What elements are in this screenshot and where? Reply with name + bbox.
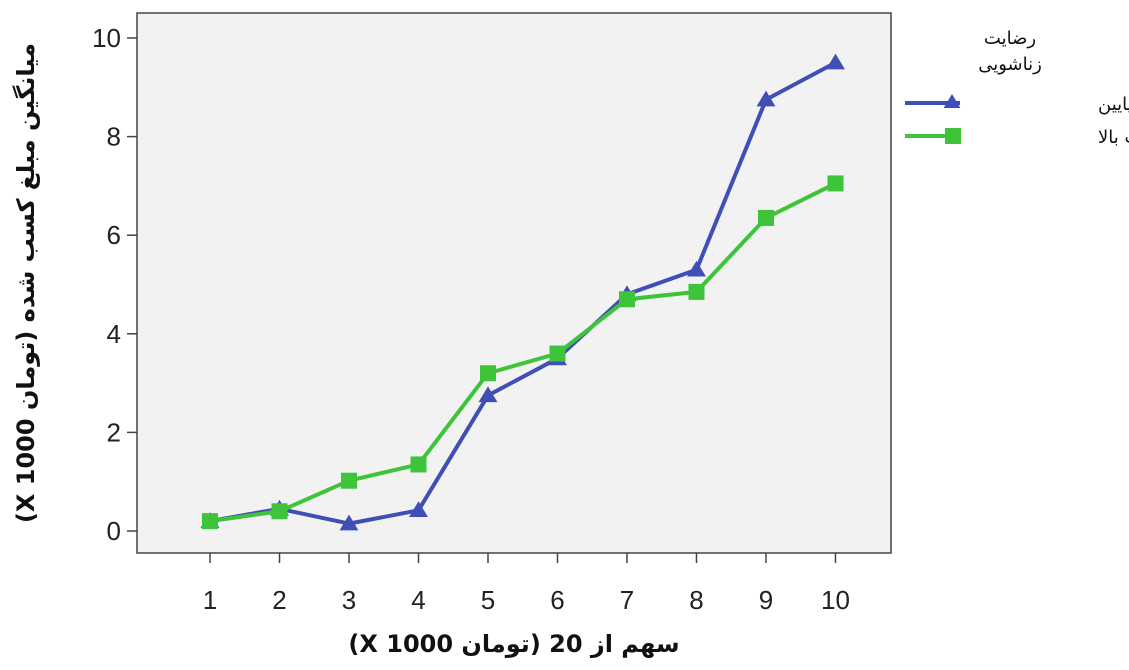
x-tick-label: 2 [272,585,286,615]
x-tick-label: 8 [689,585,703,615]
data-point-square [549,345,566,362]
y-tick-label: 8 [107,122,121,152]
y-tick-label: 10 [92,23,121,53]
x-axis-title: سهم از 20 (تومان X 1000) [348,630,679,658]
legend: رضایت زناشویی رضایت پایین رضایت بالا [905,28,1129,148]
x-axis: 1 2 3 4 5 6 7 8 9 10 [203,553,850,615]
x-tick-label: 5 [481,585,495,615]
data-point-triangle [409,501,428,518]
data-point-triangle [756,90,776,107]
legend-title-line2: زناشویی [978,54,1042,75]
y-tick-label: 4 [107,319,121,349]
data-point-square [202,513,218,530]
x-tick-label: 6 [550,585,564,615]
data-point-square [480,365,496,382]
data-point-triangle [687,260,706,277]
legend-swatch-square [945,128,961,144]
legend-label: رضایت پایین [1098,94,1129,115]
legend-label: رضایت بالا [1098,127,1129,148]
data-point-square [341,472,357,489]
x-tick-label: 1 [203,585,217,615]
legend-item: رضایت بالا [905,127,1129,148]
legend-title-line1: رضایت [984,28,1036,49]
y-tick-label: 6 [107,220,121,250]
series-high-satisfaction [202,175,844,530]
x-tick-label: 9 [759,585,773,615]
legend-item: رضایت پایین [905,94,1129,115]
data-point-square [827,175,844,192]
x-tick-label: 7 [620,585,634,615]
data-point-square [410,456,427,473]
data-point-triangle [339,514,359,531]
data-point-square [758,209,774,226]
data-point-square [688,283,705,300]
data-point-triangle [478,386,498,403]
x-tick-label: 4 [411,585,425,615]
y-tick-label: 2 [107,417,121,447]
x-tick-label: 10 [821,585,850,615]
series-layer [200,53,845,531]
series-line [209,181,837,524]
y-axis: 0 2 4 6 8 10 [92,23,137,546]
y-tick-label: 0 [107,516,121,546]
legend-swatch-triangle [943,94,961,108]
y-axis-title: میانگین مبلغ کسب شده (تومان X 1000) [12,43,40,523]
x-tick-label: 3 [342,585,356,615]
data-point-square [619,291,635,308]
data-point-square [271,503,288,520]
series-line [209,60,837,526]
data-point-triangle [826,53,845,70]
